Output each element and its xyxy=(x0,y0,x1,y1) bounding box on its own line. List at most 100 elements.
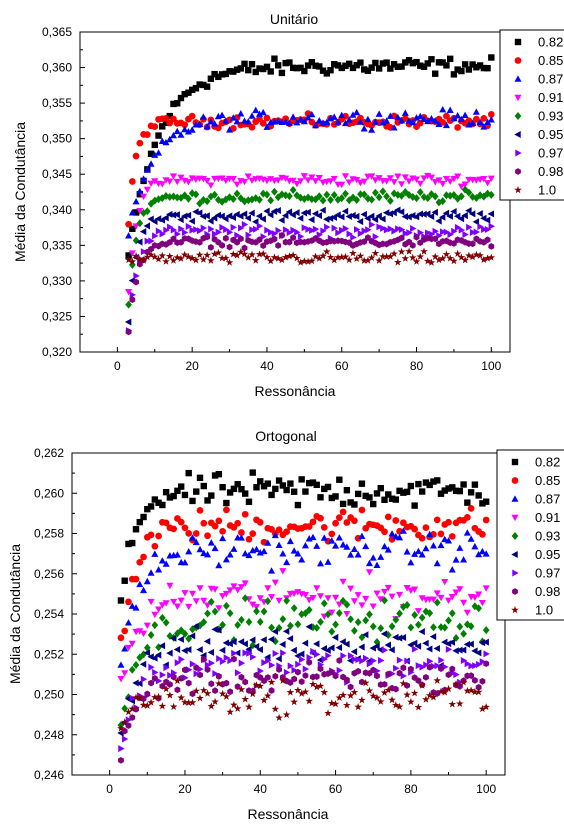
data-point xyxy=(467,535,475,542)
data-point xyxy=(351,517,358,525)
data-point xyxy=(132,223,140,230)
data-point xyxy=(278,69,286,77)
data-point xyxy=(431,208,438,216)
data-point xyxy=(328,530,336,538)
data-point xyxy=(181,228,189,236)
data-point xyxy=(193,226,200,234)
data-point xyxy=(414,608,422,615)
data-point xyxy=(321,655,328,663)
data-point xyxy=(267,228,275,236)
data-point xyxy=(315,212,323,220)
data-point xyxy=(203,197,211,206)
data-point xyxy=(290,234,297,242)
data-point xyxy=(471,481,479,488)
data-point xyxy=(204,661,212,669)
data-point xyxy=(342,189,349,198)
data-point xyxy=(140,586,148,594)
data-point xyxy=(214,195,222,204)
data-point xyxy=(200,597,208,605)
data-point xyxy=(482,516,490,524)
data-point xyxy=(382,252,391,260)
legend-marker xyxy=(514,38,522,46)
data-point xyxy=(437,687,445,695)
data-point xyxy=(477,223,484,231)
data-point xyxy=(309,595,317,602)
data-point xyxy=(369,692,378,700)
data-point xyxy=(465,251,473,259)
data-point xyxy=(177,635,184,643)
data-point xyxy=(165,252,174,260)
x-tick-label: 100 xyxy=(481,359,501,373)
data-point xyxy=(393,664,400,672)
data-point xyxy=(438,656,445,664)
data-point xyxy=(264,226,271,234)
data-point xyxy=(189,660,197,668)
data-point xyxy=(125,598,132,606)
data-point xyxy=(442,175,450,183)
data-point xyxy=(214,248,223,256)
data-point xyxy=(278,255,286,264)
data-point xyxy=(480,115,488,122)
data-point xyxy=(452,589,460,596)
data-point xyxy=(418,534,426,542)
data-point xyxy=(305,597,313,604)
data-point xyxy=(256,682,265,690)
data-point xyxy=(371,177,379,184)
data-point xyxy=(147,503,155,510)
data-point xyxy=(162,600,170,607)
series-0-91 xyxy=(117,568,490,683)
data-point xyxy=(351,626,358,635)
data-point xyxy=(407,623,415,632)
data-point xyxy=(424,194,432,203)
data-point xyxy=(151,178,159,185)
x-tick-label: 60 xyxy=(335,359,349,373)
data-point xyxy=(290,646,297,654)
data-point xyxy=(301,591,309,599)
data-point xyxy=(405,178,413,185)
data-point xyxy=(379,252,387,260)
data-point xyxy=(392,701,400,709)
data-point xyxy=(177,193,185,202)
data-point xyxy=(446,55,454,63)
data-point xyxy=(446,178,454,186)
data-point xyxy=(129,291,137,299)
data-point xyxy=(211,607,219,616)
data-point xyxy=(184,698,193,706)
data-point xyxy=(337,253,346,261)
data-point xyxy=(230,583,238,590)
data-point xyxy=(219,527,226,535)
data-point xyxy=(181,590,189,597)
data-point xyxy=(425,691,434,699)
data-point xyxy=(285,119,293,126)
data-point xyxy=(290,488,298,495)
data-point xyxy=(396,533,404,541)
data-point xyxy=(319,196,327,205)
data-point xyxy=(236,248,245,256)
data-point xyxy=(233,189,241,198)
data-point xyxy=(381,646,389,654)
legend-marker xyxy=(514,186,522,194)
data-point xyxy=(403,585,411,592)
data-point xyxy=(411,525,418,533)
data-point xyxy=(276,666,282,673)
data-point xyxy=(422,607,430,616)
data-point xyxy=(238,659,246,667)
data-point xyxy=(223,499,230,507)
data-point xyxy=(461,212,468,220)
data-point xyxy=(325,652,332,660)
data-point xyxy=(306,659,313,666)
data-point xyxy=(143,649,151,657)
data-point xyxy=(267,68,274,75)
data-point xyxy=(442,250,451,258)
data-point xyxy=(193,664,200,672)
data-point xyxy=(384,584,392,592)
data-point xyxy=(207,539,215,546)
data-point xyxy=(426,663,433,671)
plot-frame xyxy=(71,452,506,776)
data-point xyxy=(442,209,450,217)
data-point xyxy=(234,669,242,677)
data-point xyxy=(263,190,271,199)
data-points xyxy=(124,54,496,336)
y-tick-label: 0,262 xyxy=(34,446,64,460)
data-point xyxy=(207,256,215,264)
